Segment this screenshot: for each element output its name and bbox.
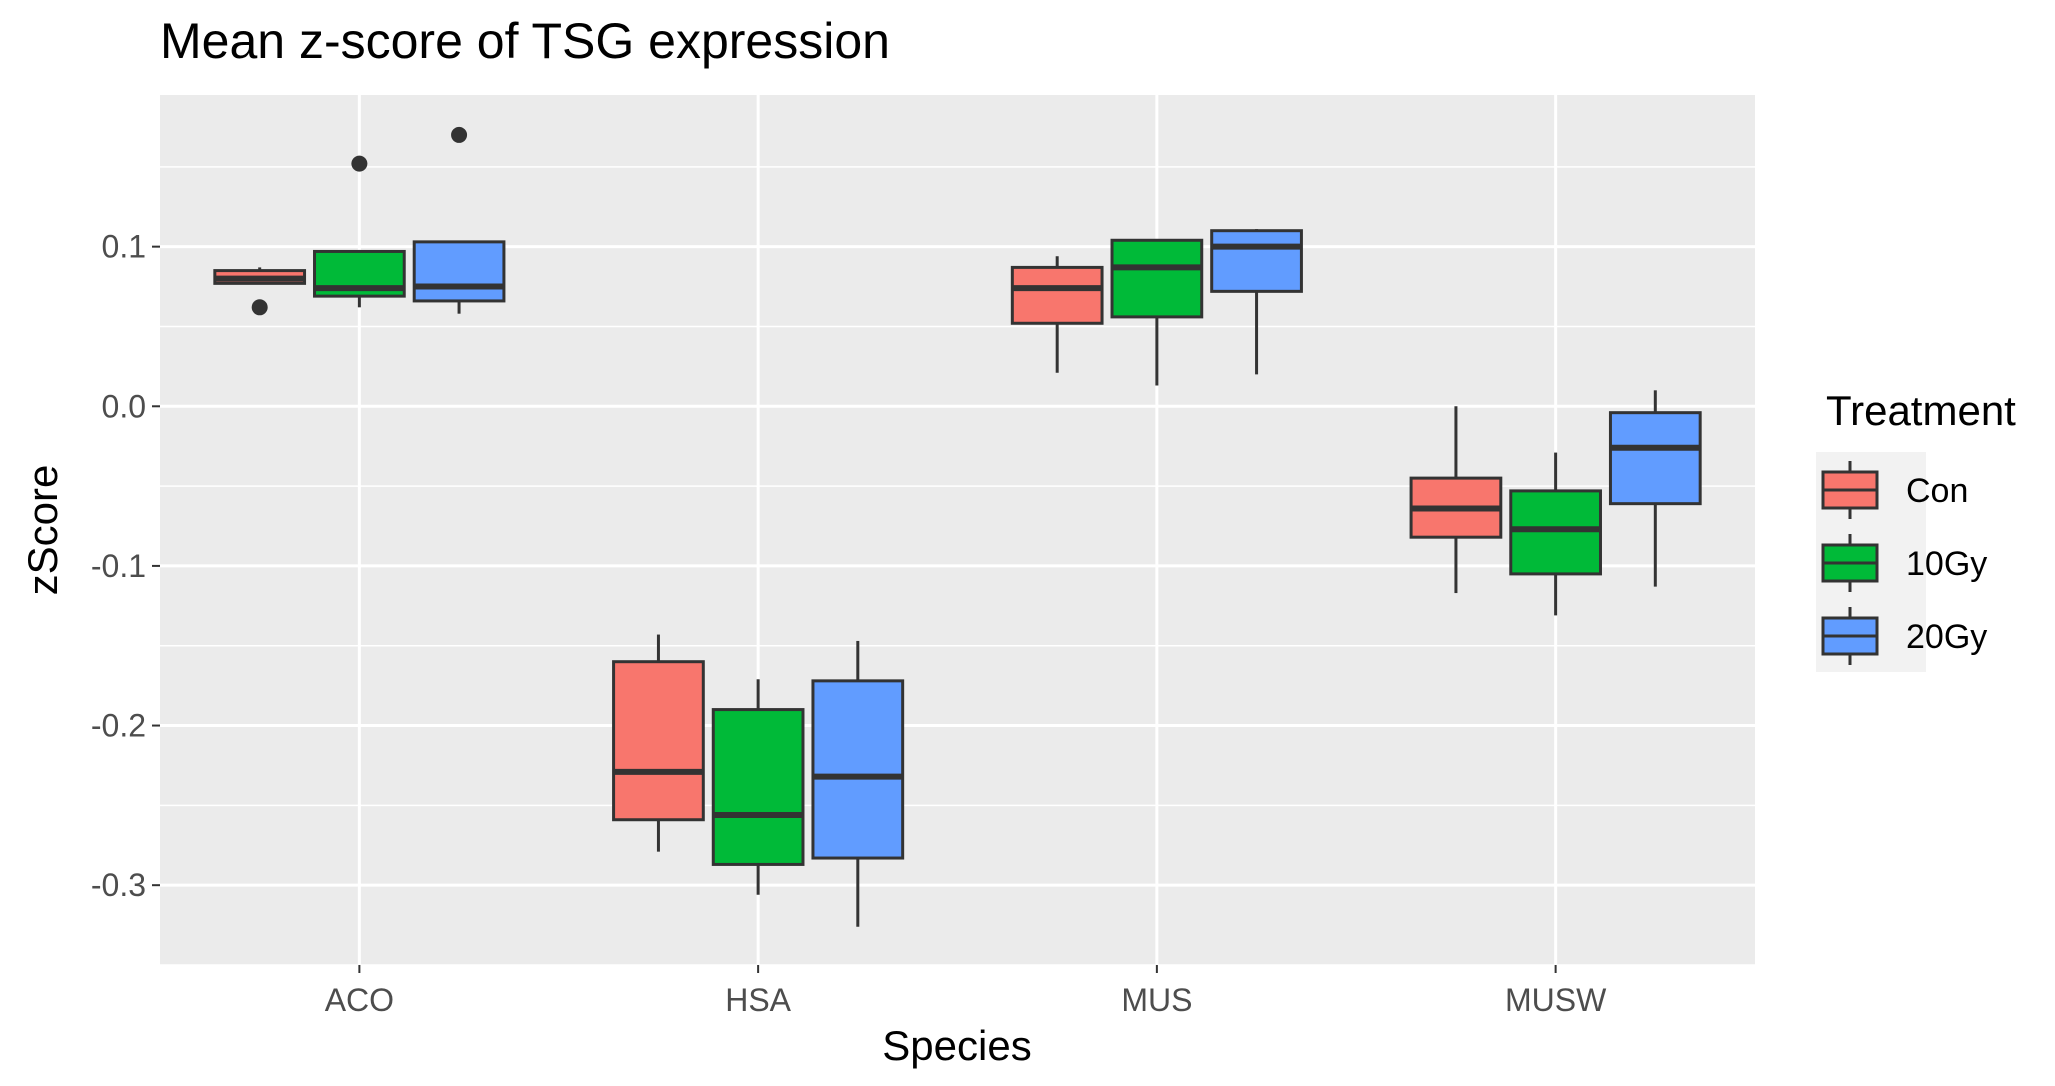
legend-title: Treatment — [1826, 387, 2016, 434]
box — [1010, 265, 1104, 325]
boxes — [213, 126, 1702, 927]
x-tick-label: HSA — [725, 982, 791, 1018]
box — [1509, 489, 1602, 576]
x-tick-label: MUS — [1121, 982, 1192, 1018]
box-group — [1010, 256, 1104, 373]
y-tick-label: 0.1 — [102, 229, 146, 265]
box — [612, 660, 705, 822]
y-tick-label: -0.1 — [91, 548, 146, 584]
box — [811, 679, 905, 860]
y-tick-label: 0.0 — [102, 388, 146, 424]
box — [412, 240, 506, 303]
box-group — [1110, 238, 1204, 386]
box-group — [1210, 229, 1303, 375]
legend-key — [1821, 534, 1879, 592]
x-axis-title: Species — [882, 1022, 1031, 1069]
legend-key — [1821, 607, 1879, 665]
chart-title: Mean z-score of TSG expression — [160, 13, 890, 69]
legend-label: 10Gy — [1906, 545, 1987, 583]
box-group — [811, 640, 905, 927]
box — [1210, 229, 1303, 293]
y-tick-label: -0.3 — [91, 867, 146, 903]
outlier-point — [351, 155, 368, 172]
legend-label: Con — [1906, 472, 1968, 510]
box-group — [313, 155, 406, 308]
y-axis-title: zScore — [19, 465, 66, 596]
x-tick-label: ACO — [325, 982, 394, 1018]
box-group — [1409, 406, 1503, 594]
box-group — [412, 126, 506, 314]
legend-key — [1821, 461, 1879, 519]
box-group — [1509, 452, 1602, 616]
outlier-point — [251, 299, 268, 316]
box-group — [1608, 390, 1702, 587]
legend: Treatment Con 10Gy 20Gy — [1816, 387, 2016, 672]
legend-label: 20Gy — [1906, 618, 1987, 656]
y-axis: 0.1 0.0 -0.1 -0.2 -0.3 — [91, 229, 160, 903]
x-tick-label: MUSW — [1505, 982, 1607, 1018]
box-group — [213, 267, 307, 316]
box-group — [711, 679, 805, 895]
y-tick-label: -0.2 — [91, 708, 146, 744]
box — [1110, 238, 1204, 319]
outlier-point — [451, 126, 468, 143]
box — [711, 708, 805, 866]
x-axis: ACO HSA MUS MUSW — [325, 965, 1607, 1018]
box — [1608, 411, 1702, 506]
box-group — [612, 634, 705, 852]
